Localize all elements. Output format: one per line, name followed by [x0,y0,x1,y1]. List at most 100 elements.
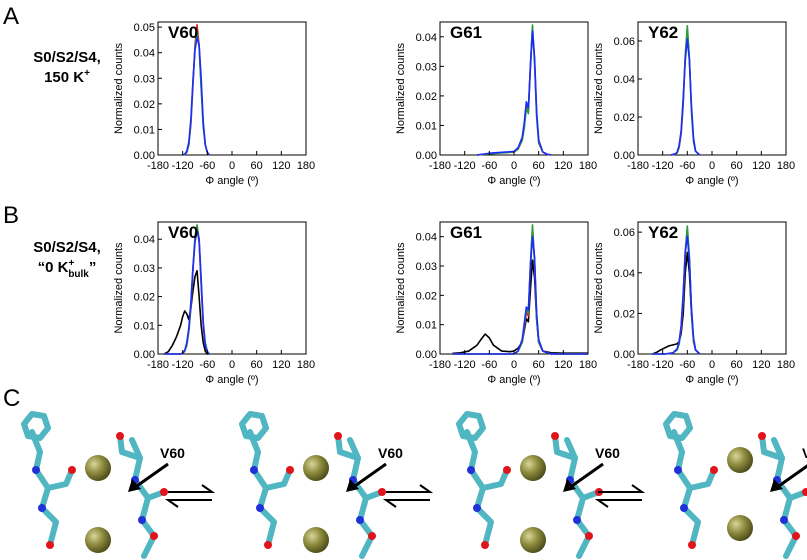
row-label: 150 K+ [44,68,90,86]
x-axis-label: Φ angle (º) [205,374,258,386]
side-ring [663,411,693,441]
pointer-arrow [133,462,169,490]
x-tick-label: -180 [147,359,169,371]
equilibrium-arrow [598,484,646,493]
panel-label: C [3,385,20,412]
x-axis-label: Φ angle (º) [205,175,258,187]
y-tick-label: 0.05 [134,22,155,34]
x-tick-label: 60 [731,160,743,172]
y-tick-label: 0.03 [416,61,437,73]
nitrogen [680,504,688,512]
x-axis-label: Φ angle (º) [685,175,738,187]
nitrogen [32,466,40,474]
x-tick-label: 120 [554,359,572,371]
y-tick-label: 0.00 [614,349,635,361]
y-tick-label: 0.00 [134,349,155,361]
y-axis-label: Normalized counts [395,242,407,334]
y-axis-label: Normalized counts [593,42,605,134]
side-chain [687,467,717,491]
side-ring [21,411,51,441]
chart-title: V60 [168,223,198,242]
nitrogen [250,466,258,474]
y-tick-label: 0.06 [614,227,635,239]
oxygen [481,541,489,549]
x-axis-label: Φ angle (º) [487,374,540,386]
x-tick-label: -120 [172,359,194,371]
side-chain [45,467,75,491]
x-tick-label: 180 [579,160,597,172]
ion [85,527,111,553]
y-tick-label: 0.03 [416,261,437,273]
x-tick-label: 0 [709,160,715,172]
y-tick-label: 0.00 [614,150,635,162]
y-tick-label: 0.00 [134,150,155,162]
series-line [476,24,552,156]
series-line [652,235,701,355]
x-tick-label: 0 [511,359,517,371]
y-tick-label: 0.01 [416,120,437,132]
pointer-arrow [351,462,387,490]
y-tick-label: 0.04 [614,268,635,280]
y-tick-label: 0.02 [614,112,635,124]
pointer-arrow [568,462,604,490]
series-line [164,229,210,355]
x-tick-label: 60 [533,160,545,172]
pointer-arrow [775,464,807,490]
row-label-sup: + [68,258,74,269]
x-tick-label: 120 [554,160,572,172]
nitrogen [138,516,146,524]
oxygen [503,466,511,474]
side-ring [456,411,486,441]
series-line [182,36,211,156]
residue-label: V60 [160,445,185,461]
y-tick-label: 0.02 [416,91,437,103]
x-tick-label: -120 [454,160,476,172]
y-tick-label: 0.00 [416,349,437,361]
y-tick-label: 0.04 [416,32,437,44]
chart-title: G61 [450,23,482,42]
oxygen [160,488,168,496]
side-chain [117,433,143,461]
side-chain [335,433,361,461]
y-tick-label: 0.04 [134,234,155,246]
nitrogen [780,516,788,524]
ion [303,527,329,553]
x-tick-label: 120 [272,160,290,172]
panel-label: B [3,202,19,229]
x-tick-label: 0 [511,160,517,172]
x-tick-label: 0 [229,160,235,172]
y-tick-label: 0.04 [614,74,635,86]
nitrogen [467,466,475,474]
ion [727,515,753,541]
row-label: “0 K+ bulk” [38,258,97,280]
x-tick-label: 0 [709,359,715,371]
x-tick-label: -180 [627,359,649,371]
side-chain [263,467,293,491]
oxygen [688,541,696,549]
y-axis-label: Normalized counts [113,242,125,334]
side-ring [239,411,269,441]
panel-label: A [3,3,19,30]
ion [303,455,329,481]
x-tick-label: -120 [652,359,674,371]
oxygen [710,466,718,474]
y-axis-label: Normalized counts [395,42,407,134]
x-axis-label: Φ angle (º) [487,175,540,187]
row-label: S0/S2/S4, [33,49,101,66]
x-tick-label: 60 [731,359,743,371]
x-tick-label: -120 [172,160,194,172]
ion [520,455,546,481]
oxygen [758,432,766,440]
y-tick-label: 0.01 [134,124,155,136]
y-tick-label: 0.04 [416,232,437,244]
side-chain [552,433,578,461]
x-tick-label: 60 [251,160,263,172]
x-tick-label: 0 [229,359,235,371]
equilibrium-arrow [164,499,212,508]
oxygen [368,532,376,540]
y-tick-label: 0.01 [134,320,155,332]
y-tick-label: 0.01 [416,320,437,332]
pointer-head [563,479,576,492]
ion [727,447,753,473]
oxygen [551,432,559,440]
